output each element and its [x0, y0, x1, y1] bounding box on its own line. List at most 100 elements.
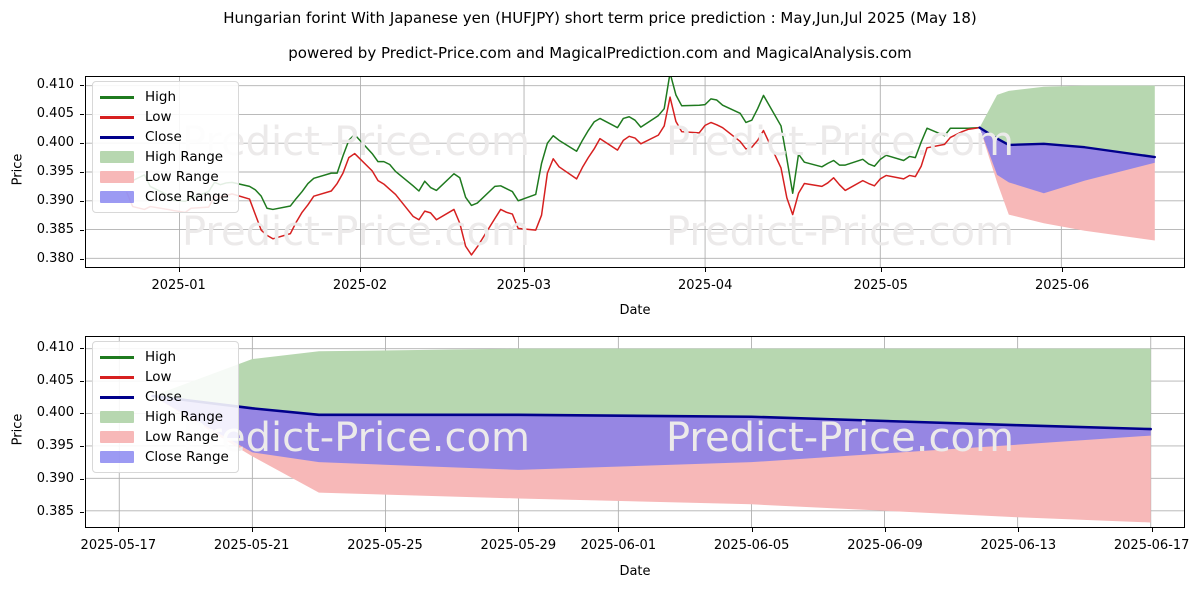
- x-tick-label: 2025-06-01: [580, 538, 657, 553]
- legend-swatch-high-range: [100, 411, 134, 423]
- legend-label: Close: [145, 129, 182, 145]
- legend-swatch-high: [100, 95, 134, 99]
- x-tick-mark: [251, 528, 253, 532]
- legend-swatch-low-range: [100, 431, 134, 443]
- legend-item-low-range[interactable]: Low Range: [100, 167, 229, 187]
- x-tick-label: 2025-06-17: [1113, 538, 1190, 553]
- legend-label: Close Range: [145, 189, 229, 205]
- y-tick-label: 0.400: [36, 405, 74, 421]
- x-tick-mark: [385, 528, 386, 532]
- x-axis-label-top: Date: [619, 303, 651, 318]
- legend-label: Low: [145, 109, 172, 125]
- legend-swatch-close-range: [100, 451, 134, 463]
- y-tick-label: 0.385: [36, 222, 74, 238]
- x-tick-label: 2025-01: [151, 278, 206, 293]
- y-tick-mark: [80, 230, 84, 232]
- legend-item-close-range[interactable]: Close Range: [100, 187, 229, 207]
- y-tick-label: 0.405: [36, 105, 74, 121]
- x-tick-label: 2025-03: [496, 278, 551, 293]
- y-tick-mark: [80, 478, 84, 480]
- plot-svg-top: [86, 77, 1184, 267]
- legend-label: High: [145, 89, 177, 105]
- y-tick-mark: [80, 511, 84, 513]
- legend-label: Close Range: [145, 449, 229, 465]
- x-axis-label-bottom: Date: [619, 564, 651, 579]
- x-tick-mark: [705, 268, 707, 272]
- y-tick-mark: [80, 380, 84, 382]
- y-tick-mark: [80, 113, 84, 115]
- y-tick-label: 0.410: [36, 339, 74, 355]
- x-tick-mark: [618, 528, 620, 532]
- legend-swatch-low: [100, 115, 134, 119]
- x-tick-label: 2025-04: [678, 278, 733, 293]
- x-tick-mark: [880, 268, 882, 272]
- legend-swatch-low: [100, 375, 134, 379]
- legend-item-high-range[interactable]: High Range: [100, 407, 229, 427]
- y-tick-mark: [80, 172, 84, 173]
- legend-label: Low Range: [145, 169, 219, 185]
- x-tick-label: 2025-05-17: [80, 538, 157, 553]
- y-tick-mark: [80, 142, 84, 144]
- legend-swatch-close-range: [100, 191, 134, 203]
- plot-area-top: Predict-Price.com Predict-Price.com Pred…: [85, 76, 1185, 268]
- legend-item-close-range[interactable]: Close Range: [100, 447, 229, 467]
- legend-item-low[interactable]: Low: [100, 367, 229, 387]
- x-tick-mark: [518, 528, 520, 532]
- y-tick-label: 0.380: [36, 251, 74, 267]
- legend-item-high[interactable]: High: [100, 87, 229, 107]
- y-tick-mark: [80, 446, 84, 448]
- x-tick-mark: [885, 528, 886, 532]
- page-subtitle: powered by Predict-Price.com and Magical…: [288, 44, 912, 62]
- legend-bottom[interactable]: High Low Close High Range Low Range Close Ran…: [92, 341, 239, 473]
- legend-item-low[interactable]: Low: [100, 107, 229, 127]
- x-tick-label: 2025-02: [332, 278, 388, 293]
- x-tick-mark: [751, 528, 753, 532]
- x-tick-mark: [1151, 528, 1153, 532]
- legend-label: High Range: [145, 149, 224, 165]
- y-tick-label: 0.405: [36, 372, 74, 388]
- legend-swatch-high-range: [100, 151, 134, 163]
- y-tick-mark: [80, 259, 84, 261]
- y-tick-label: 0.390: [36, 193, 74, 209]
- x-tick-mark: [178, 268, 180, 272]
- legend-label: High Range: [145, 409, 224, 425]
- y-tick-label: 0.385: [36, 503, 74, 519]
- legend-top[interactable]: High Low Close High Range Low Range Close Ran…: [92, 81, 239, 213]
- legend-item-high[interactable]: High: [100, 347, 229, 367]
- x-tick-mark: [1062, 268, 1064, 272]
- y-tick-label: 0.410: [36, 76, 74, 92]
- y-tick-label: 0.395: [36, 164, 74, 179]
- x-tick-label: 2025-06-09: [847, 538, 923, 553]
- page-title: Hungarian forint With Japanese yen (HUFJ…: [223, 9, 977, 27]
- legend-swatch-high: [100, 355, 134, 359]
- price-forecast-chart: Predict-Price.com Predict-Price.com High…: [85, 336, 1185, 528]
- y-tick-mark: [80, 201, 84, 203]
- legend-label: Low: [145, 369, 172, 385]
- x-tick-mark: [523, 268, 525, 272]
- legend-label: Low Range: [145, 429, 219, 445]
- legend-item-high-range[interactable]: High Range: [100, 147, 229, 167]
- legend-swatch-low-range: [100, 171, 134, 183]
- price-history-chart: Predict-Price.com Predict-Price.com Pred…: [85, 76, 1185, 268]
- legend-item-low-range[interactable]: Low Range: [100, 427, 229, 447]
- y-tick-mark: [80, 413, 84, 415]
- legend-swatch-close: [100, 135, 134, 139]
- x-tick-label: 2025-05-29: [480, 538, 557, 553]
- plot-svg-bottom: [86, 337, 1184, 527]
- legend-swatch-close: [100, 395, 134, 399]
- y-tick-label: 0.400: [36, 134, 74, 150]
- legend-label: Close: [145, 389, 182, 405]
- x-tick-mark: [118, 528, 120, 532]
- y-tick-label: 0.395: [36, 438, 74, 454]
- plot-area-bottom: Predict-Price.com Predict-Price.com: [85, 336, 1185, 528]
- legend-item-close[interactable]: Close: [100, 387, 229, 407]
- legend-label: High: [145, 349, 177, 365]
- legend-item-close[interactable]: Close: [100, 127, 229, 147]
- y-tick-mark: [80, 84, 84, 86]
- x-tick-label: 2025-06-13: [980, 538, 1057, 553]
- x-tick-mark: [1018, 528, 1020, 532]
- x-tick-label: 2025-05-25: [347, 538, 423, 553]
- x-tick-label: 2025-05: [853, 278, 908, 293]
- y-tick-label: 0.390: [36, 470, 74, 486]
